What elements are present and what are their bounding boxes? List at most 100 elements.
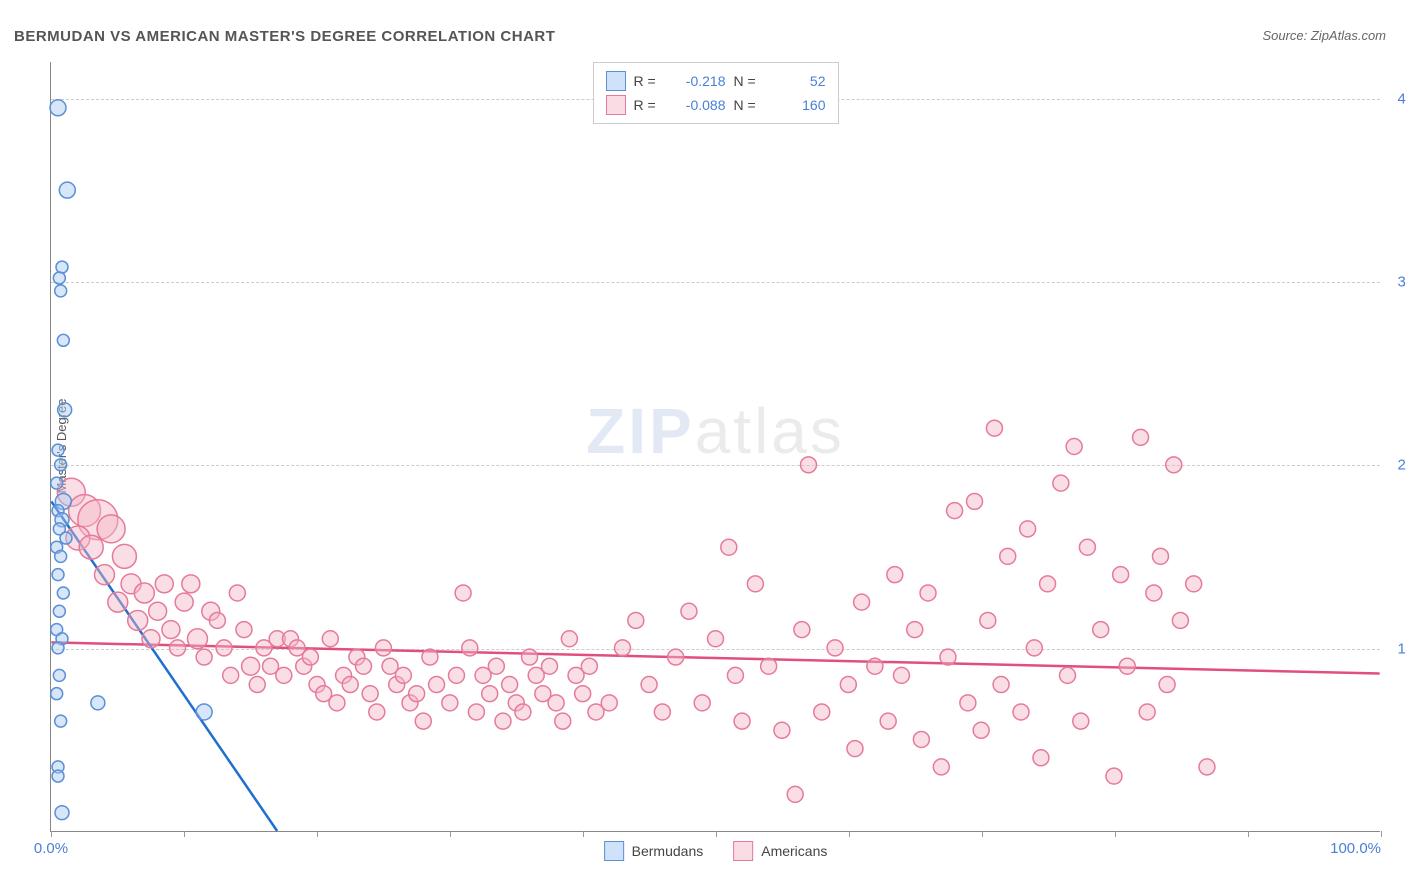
- americans-point: [1060, 667, 1076, 683]
- americans-point: [502, 677, 518, 693]
- americans-point: [302, 649, 318, 665]
- x-tick: [583, 831, 584, 837]
- swatch-bermudans-icon: [604, 841, 624, 861]
- americans-point: [721, 539, 737, 555]
- series-legend: Bermudans Americans: [604, 841, 828, 861]
- bermudans-point: [51, 477, 63, 489]
- americans-point: [162, 621, 180, 639]
- americans-point: [960, 695, 976, 711]
- americans-point: [654, 704, 670, 720]
- americans-point: [561, 631, 577, 647]
- americans-point: [223, 667, 239, 683]
- americans-point: [128, 610, 148, 630]
- bermudans-point: [60, 532, 72, 544]
- y-tick-label: 20.0%: [1397, 457, 1406, 474]
- bermudans-point: [55, 285, 67, 297]
- americans-point: [329, 695, 345, 711]
- americans-point: [794, 622, 810, 638]
- americans-point: [182, 575, 200, 593]
- americans-point: [1152, 548, 1168, 564]
- source-attribution: Source: ZipAtlas.com: [1262, 28, 1386, 43]
- americans-point: [375, 640, 391, 656]
- americans-point: [229, 585, 245, 601]
- americans-point: [415, 713, 431, 729]
- americans-point: [880, 713, 896, 729]
- americans-point: [468, 704, 484, 720]
- americans-point: [854, 594, 870, 610]
- n-value-bermudans: 52: [770, 73, 826, 89]
- americans-point: [1013, 704, 1029, 720]
- americans-point: [1199, 759, 1215, 775]
- americans-point: [548, 695, 564, 711]
- americans-point: [422, 649, 438, 665]
- americans-point: [681, 603, 697, 619]
- bermudans-point: [57, 334, 69, 346]
- americans-point: [429, 677, 445, 693]
- americans-point: [993, 677, 1009, 693]
- americans-point: [409, 686, 425, 702]
- x-tick: [1115, 831, 1116, 837]
- correlation-legend: R = -0.218 N = 52 R = -0.088 N = 160: [593, 62, 839, 124]
- x-tick: [1381, 831, 1382, 837]
- bermudans-point: [57, 587, 69, 599]
- americans-point: [1113, 567, 1129, 583]
- americans-point: [1066, 439, 1082, 455]
- americans-point: [615, 640, 631, 656]
- americans-point: [1139, 704, 1155, 720]
- bermudans-point: [53, 605, 65, 617]
- x-tick: [450, 831, 451, 837]
- americans-point: [216, 640, 232, 656]
- legend-row-americans: R = -0.088 N = 160: [606, 93, 826, 117]
- bermudans-point: [91, 696, 105, 710]
- bermudans-point: [56, 261, 68, 273]
- americans-point: [847, 741, 863, 757]
- americans-point: [814, 704, 830, 720]
- americans-point: [555, 713, 571, 729]
- bermudans-point: [55, 715, 67, 727]
- bermudans-point: [53, 669, 65, 681]
- bermudans-point: [59, 182, 75, 198]
- americans-point: [142, 630, 160, 648]
- bermudans-point: [53, 272, 65, 284]
- americans-point: [149, 602, 167, 620]
- americans-point: [541, 658, 557, 674]
- americans-point: [236, 622, 252, 638]
- chart-title: BERMUDAN VS AMERICAN MASTER'S DEGREE COR…: [14, 28, 555, 45]
- americans-point: [787, 786, 803, 802]
- r-value-americans: -0.088: [670, 97, 726, 113]
- americans-point: [827, 640, 843, 656]
- americans-point: [196, 649, 212, 665]
- americans-point: [1106, 768, 1122, 784]
- americans-point: [482, 686, 498, 702]
- legend-item-americans: Americans: [733, 841, 827, 861]
- americans-point: [774, 722, 790, 738]
- x-tick-label: 0.0%: [34, 840, 68, 857]
- americans-point: [95, 565, 115, 585]
- americans-point: [628, 612, 644, 628]
- x-tick: [317, 831, 318, 837]
- legend-item-bermudans: Bermudans: [604, 841, 704, 861]
- scatter-svg: [51, 62, 1380, 831]
- americans-point: [362, 686, 378, 702]
- americans-point: [134, 583, 154, 603]
- y-tick-label: 40.0%: [1397, 90, 1406, 107]
- americans-point: [694, 695, 710, 711]
- americans-point: [515, 704, 531, 720]
- americans-point: [175, 593, 193, 611]
- bermudans-point: [58, 403, 72, 417]
- americans-point: [1172, 612, 1188, 628]
- americans-point: [1000, 548, 1016, 564]
- americans-point: [112, 544, 136, 568]
- bermudans-point: [55, 806, 69, 820]
- bermudans-point: [52, 444, 64, 456]
- americans-point: [668, 649, 684, 665]
- americans-point: [276, 667, 292, 683]
- americans-point: [1166, 457, 1182, 473]
- x-tick: [849, 831, 850, 837]
- americans-point: [840, 677, 856, 693]
- americans-point: [442, 695, 458, 711]
- americans-point: [1079, 539, 1095, 555]
- n-value-americans: 160: [770, 97, 826, 113]
- americans-point: [97, 515, 125, 543]
- swatch-americans: [606, 95, 626, 115]
